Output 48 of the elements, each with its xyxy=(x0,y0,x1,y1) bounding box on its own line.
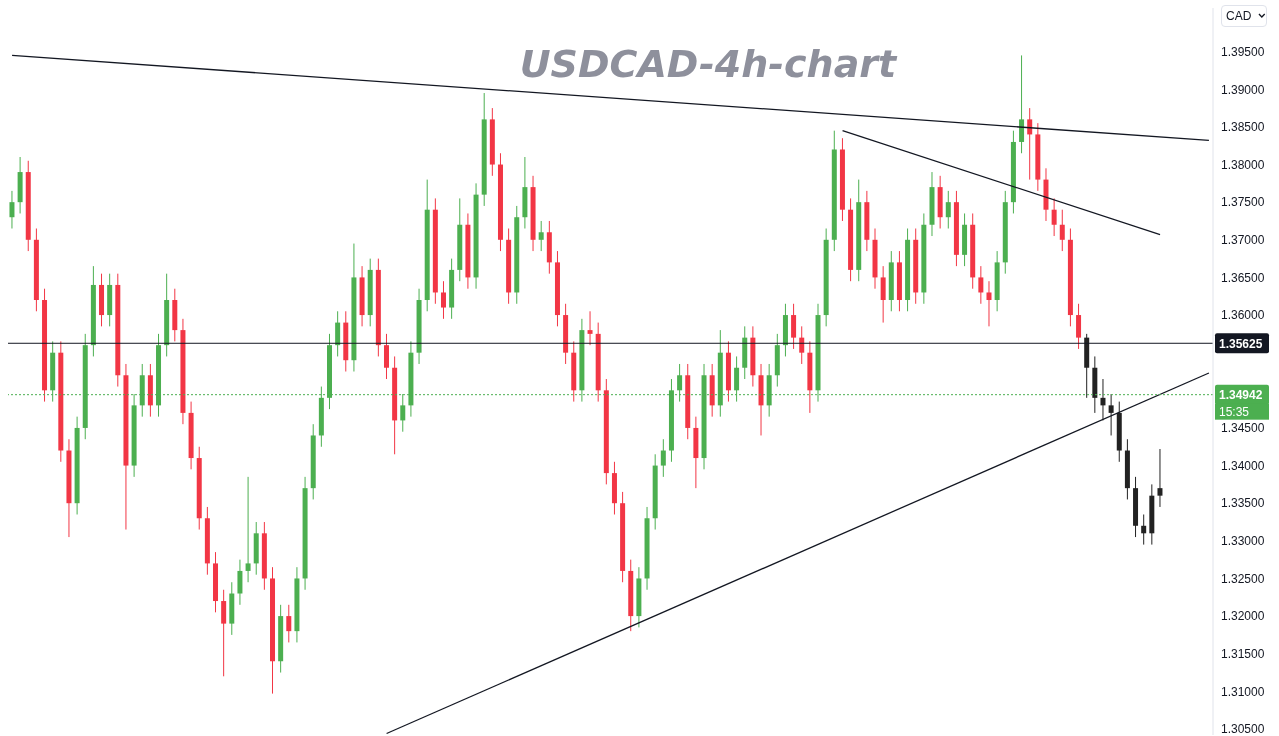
candlestick xyxy=(538,220,544,252)
candlestick xyxy=(880,265,886,324)
y-tick-label: 1.38000 xyxy=(1221,157,1265,172)
candlestick xyxy=(799,325,805,365)
candlestick xyxy=(383,333,389,380)
candlestick xyxy=(1100,378,1106,421)
candlestick xyxy=(286,604,292,643)
candlestick xyxy=(1051,197,1057,237)
candlestick xyxy=(237,559,243,606)
candlestick xyxy=(221,589,227,677)
y-tick-label: 1.36500 xyxy=(1221,270,1265,285)
y-tick-label: 1.31500 xyxy=(1221,646,1265,661)
y-tick-label: 1.32500 xyxy=(1221,571,1265,586)
y-tick-label: 1.33000 xyxy=(1221,534,1265,549)
candlestick xyxy=(1157,448,1163,508)
candlestick xyxy=(1019,54,1025,154)
candlestick xyxy=(945,190,951,230)
text: USDCAD-4h-chart xyxy=(518,42,899,86)
y-tick-label: 1.36000 xyxy=(1221,308,1265,323)
candlestick xyxy=(1027,107,1033,181)
y-tick-label: 1.38500 xyxy=(1221,120,1265,135)
ref-line-label: 1.35625 xyxy=(1219,336,1263,351)
candlestick xyxy=(1141,513,1147,546)
candlestick xyxy=(978,265,984,305)
candlestick xyxy=(791,303,797,350)
y-tick-label: 1.39500 xyxy=(1221,44,1265,59)
ref-line-label: 1.34942 xyxy=(1219,388,1263,403)
candlestick xyxy=(245,476,251,583)
candlestick xyxy=(9,190,15,230)
candlestick xyxy=(1059,209,1065,252)
y-tick-label: 1.39000 xyxy=(1221,82,1265,97)
candlestick xyxy=(660,438,666,478)
y-tick-label: 1.34000 xyxy=(1221,458,1265,473)
y-tick-label: 1.37000 xyxy=(1221,233,1265,248)
y-tick-label: 1.34500 xyxy=(1221,421,1265,436)
candlestick xyxy=(1108,393,1114,436)
candlestick xyxy=(587,310,593,346)
candlestick xyxy=(335,310,341,357)
candlestick xyxy=(986,280,992,327)
y-tick-label: 1.31000 xyxy=(1221,684,1265,699)
y-tick-label: 1.32000 xyxy=(1221,609,1265,624)
y-tick-label: 1.37500 xyxy=(1221,195,1265,210)
y-tick-label: 1.30500 xyxy=(1221,722,1265,736)
text: 15:35 xyxy=(1219,404,1250,419)
y-tick-label: 1.33500 xyxy=(1221,496,1265,511)
text: CAD xyxy=(1226,9,1252,23)
candlestick xyxy=(1076,303,1082,350)
candlestick xyxy=(440,280,446,320)
